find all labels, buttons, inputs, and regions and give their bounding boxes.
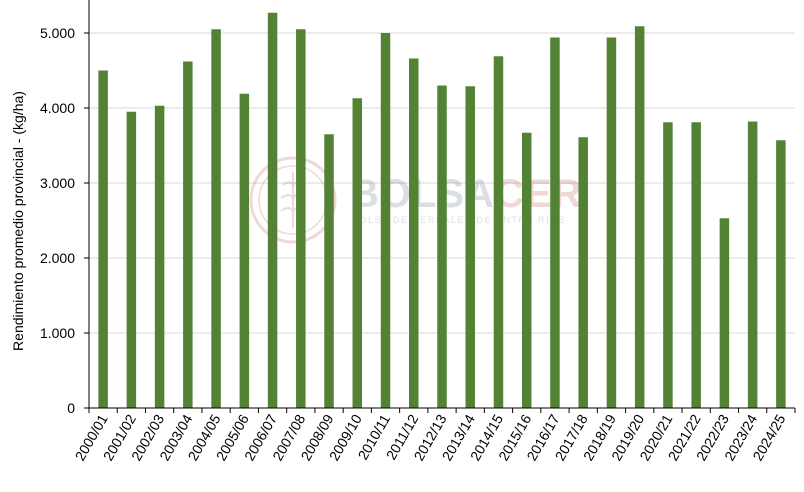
bar — [691, 122, 701, 408]
watermark-tagline: BOLSA DE CEREALES DE ENTRE RÍOS — [352, 215, 566, 225]
bar — [465, 86, 475, 408]
y-tick-labels: 0 1.000 2.000 3.000 4.000 5.000 — [40, 25, 75, 416]
bar — [776, 140, 786, 408]
bar — [409, 58, 419, 408]
y-tick-label: 3.000 — [40, 175, 75, 191]
bar — [663, 122, 673, 408]
bar — [380, 33, 391, 408]
bar — [211, 29, 221, 408]
watermark-seal-icon — [249, 156, 337, 244]
bar — [747, 121, 758, 408]
bar — [98, 70, 108, 408]
bar — [239, 93, 250, 408]
bar — [521, 132, 532, 408]
y-tick-label: 0 — [67, 400, 75, 416]
bar — [324, 134, 334, 408]
bar — [126, 111, 137, 408]
y-tick-label: 4.000 — [40, 100, 75, 116]
bars — [98, 12, 786, 408]
bar — [183, 61, 193, 408]
bar — [578, 137, 588, 408]
bar — [267, 12, 278, 408]
bar — [154, 105, 165, 408]
bar — [634, 26, 645, 408]
bar — [493, 56, 504, 408]
watermark-wheat-icon — [280, 172, 306, 228]
y-tick-label: 1.000 — [40, 325, 75, 341]
bar — [437, 85, 447, 408]
bar — [550, 37, 560, 408]
bar — [719, 218, 730, 408]
y-tick-label: 5.000 — [40, 25, 75, 41]
bar — [606, 37, 617, 408]
bar — [296, 29, 306, 408]
y-axis-title: Rendimiento promedio provincial - (kg/ha… — [10, 91, 26, 351]
y-tick-label: 2.000 — [40, 250, 75, 266]
bar — [352, 98, 363, 408]
axes — [84, 0, 796, 413]
x-tick-labels: 2000/012001/022002/032003/042004/052005/… — [72, 411, 789, 463]
